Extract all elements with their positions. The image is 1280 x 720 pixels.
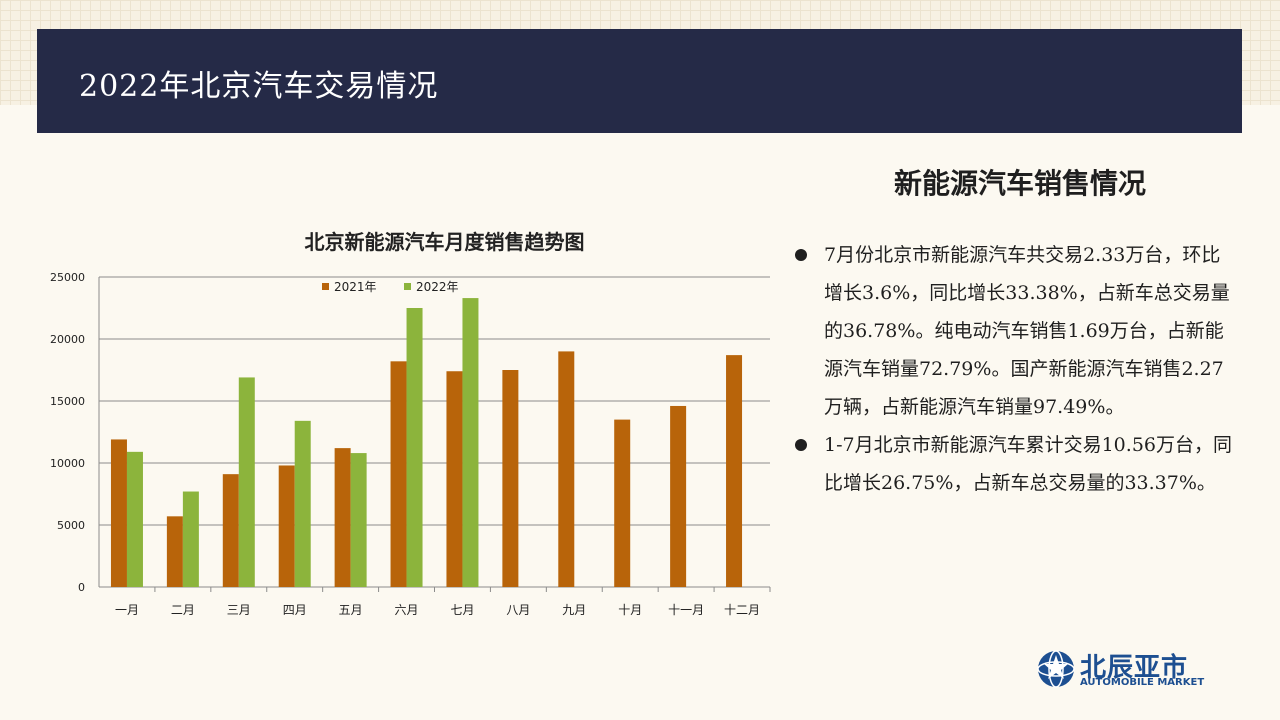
legend-swatch xyxy=(404,283,411,290)
y-tick-label: 5000 xyxy=(57,519,85,532)
bar-2021年-七月 xyxy=(446,371,463,587)
x-tick-label: 四月 xyxy=(283,603,307,617)
bar-2021年-一月 xyxy=(110,439,127,587)
bullet-dot-icon xyxy=(795,249,807,261)
chart-svg: 北京新能源汽车月度销售趋势图 0 5000 10000 15000 20000 25000 一… xyxy=(50,230,771,617)
y-tick-label: 0 xyxy=(78,581,85,594)
x-tick-label: 二月 xyxy=(171,603,195,617)
x-tick-label: 十二月 xyxy=(724,603,760,617)
x-tick-label: 七月 xyxy=(450,603,474,617)
x-tick-label: 九月 xyxy=(562,603,586,617)
x-tick-label: 一月 xyxy=(115,603,139,617)
y-tick-label: 10000 xyxy=(50,457,85,470)
bar-2021年-九月 xyxy=(558,351,575,587)
logo-name-cn: 北辰亚市 xyxy=(1080,653,1189,683)
bar-2022年-四月 xyxy=(294,420,311,587)
bar-2021年-十月 xyxy=(614,419,631,587)
bar-2022年-六月 xyxy=(406,308,423,587)
bar-2021年-三月 xyxy=(222,474,239,587)
y-tick-label: 20000 xyxy=(50,333,85,346)
x-tick-label: 五月 xyxy=(339,603,363,617)
bullet-dot-icon xyxy=(795,439,807,451)
bar-2022年-一月 xyxy=(126,451,143,587)
bar-2021年-五月 xyxy=(334,448,351,587)
page-title: 2022年北京汽车交易情况 xyxy=(79,69,439,104)
legend-label: 2022年 xyxy=(416,280,459,294)
bullet-item: 7月份北京市新能源汽车共交易2.33万台，环比增长3.6%，同比增长33.38%… xyxy=(795,236,1235,426)
bar-2022年-二月 xyxy=(182,491,199,587)
bullet-list: 7月份北京市新能源汽车共交易2.33万台，环比增长3.6%，同比增长33.38%… xyxy=(795,236,1235,502)
bar-2021年-六月 xyxy=(390,361,407,587)
chart-title: 北京新能源汽车月度销售趋势图 xyxy=(305,230,585,254)
sales-chart: 北京新能源汽车月度销售趋势图 0 5000 10000 15000 20000 25000 一… xyxy=(30,215,790,625)
bar-2022年-五月 xyxy=(350,453,367,587)
x-tick-label: 三月 xyxy=(227,603,251,617)
bar-2021年-十二月 xyxy=(726,355,743,587)
y-tick-label: 25000 xyxy=(50,271,85,284)
bullet-text: 1-7月北京市新能源汽车累计交易10.56万台，同比增长26.75%，占新车总交… xyxy=(824,434,1232,494)
bar-2022年-七月 xyxy=(462,298,479,587)
globe-star-icon xyxy=(1037,650,1075,688)
company-logo: 北辰亚市 AUTOMOBILE MARKET xyxy=(1036,647,1236,693)
x-tick-label: 十一月 xyxy=(668,603,704,617)
bar-2022年-三月 xyxy=(238,377,255,587)
bullet-item: 1-7月北京市新能源汽车累计交易10.56万台，同比增长26.75%，占新车总交… xyxy=(795,426,1235,502)
legend-label: 2021年 xyxy=(334,280,377,294)
logo-name-en: AUTOMOBILE MARKET xyxy=(1080,677,1205,688)
x-tick-label: 六月 xyxy=(395,603,419,617)
x-tick-label: 八月 xyxy=(506,603,530,617)
section-title: 新能源汽车销售情况 xyxy=(893,167,1146,200)
bar-2021年-八月 xyxy=(502,370,519,587)
bar-2021年-十一月 xyxy=(670,405,687,587)
bullet-text: 7月份北京市新能源汽车共交易2.33万台，环比增长3.6%，同比增长33.38%… xyxy=(824,244,1230,418)
legend-swatch xyxy=(322,283,329,290)
bar-2021年-二月 xyxy=(166,516,183,587)
header-banner: 2022年北京汽车交易情况 xyxy=(37,29,1242,133)
bar-2021年-四月 xyxy=(278,465,295,587)
y-tick-label: 15000 xyxy=(50,395,85,408)
x-tick-label: 十月 xyxy=(618,603,642,617)
